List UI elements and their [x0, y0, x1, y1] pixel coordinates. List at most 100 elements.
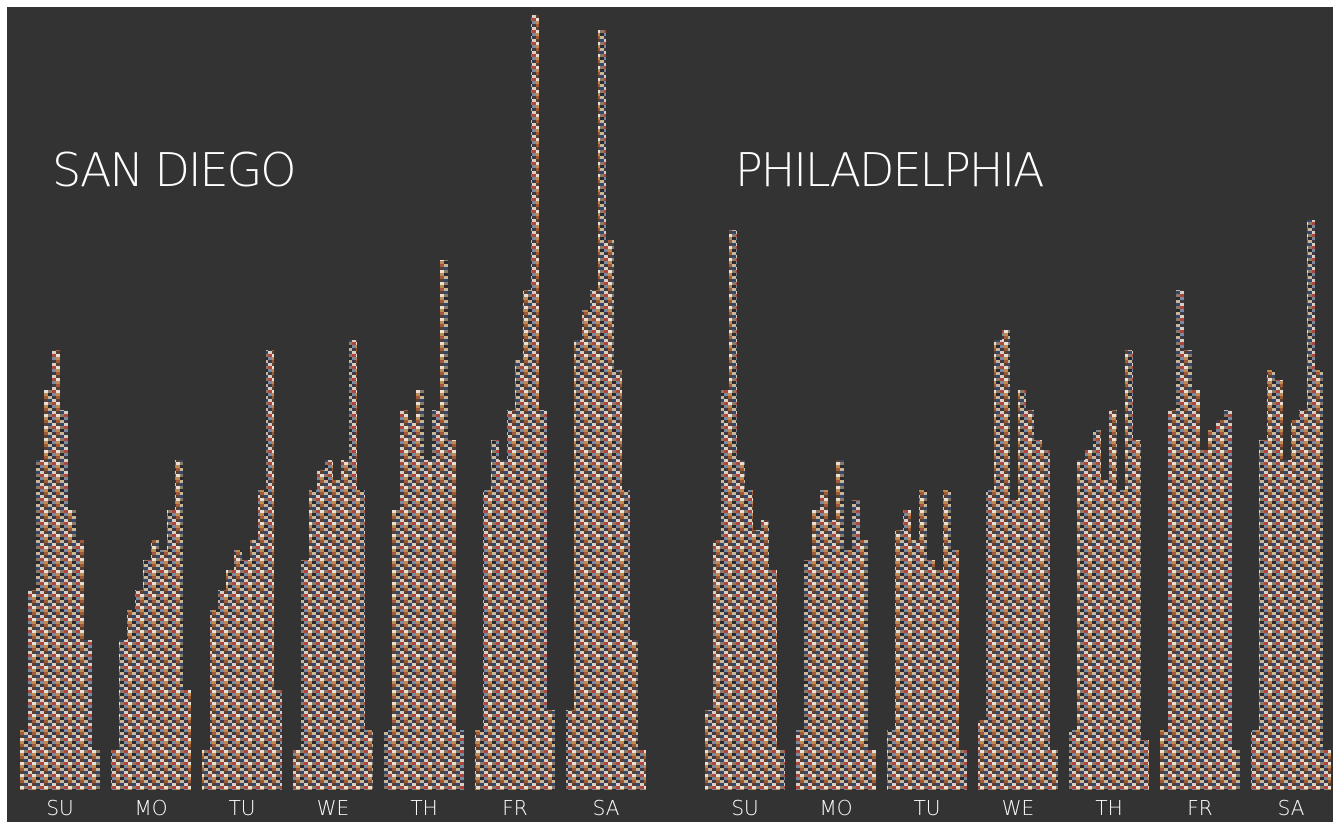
photo-stack: [392, 510, 400, 790]
photo-stack: [1141, 740, 1149, 790]
photo-stack: [210, 610, 218, 790]
photo-stack: [301, 560, 309, 790]
photo-stack: [1077, 460, 1085, 790]
photo-stack: [927, 560, 935, 790]
photo-stack: [606, 240, 614, 790]
photo-stack: [1093, 430, 1101, 790]
photo-stack: [1315, 370, 1323, 790]
day-label: WE: [1002, 796, 1034, 820]
photo-stack: [266, 350, 274, 790]
photo-stack: [729, 230, 737, 790]
photo-stack: [218, 590, 226, 790]
photo-stack: [986, 490, 994, 790]
photo-stack: [1117, 490, 1125, 790]
photo-stack: [1042, 450, 1050, 790]
photo-stack: [582, 310, 590, 790]
photo-stack: [507, 410, 515, 790]
photo-stack: [812, 510, 820, 790]
photo-stack: [183, 690, 191, 790]
photo-stack: [448, 440, 456, 790]
photo-stack: [959, 750, 967, 790]
photo-stack: [68, 510, 76, 790]
day-label: MO: [135, 796, 168, 820]
photo-stack: [539, 410, 547, 790]
photo-stack: [20, 730, 28, 790]
photo-stack: [630, 640, 638, 790]
photo-stack: [1176, 290, 1184, 790]
photo-stack: [357, 490, 365, 790]
photo-stack: [705, 710, 713, 790]
photo-stack: [242, 560, 250, 790]
photo-stack: [60, 410, 68, 790]
photo-stack: [852, 500, 860, 790]
photo-stack: [614, 370, 622, 790]
photo-stack: [1133, 440, 1141, 790]
photo-stack: [274, 690, 282, 790]
photo-stack: [440, 260, 448, 790]
photo-stack: [935, 570, 943, 790]
photo-stack: [491, 440, 499, 790]
photo-stack: [333, 480, 341, 790]
photo-stack: [1275, 380, 1283, 790]
photo-stack: [151, 540, 159, 790]
photo-stack: [1232, 750, 1240, 790]
day-label: FR: [502, 796, 527, 820]
photo-stack: [44, 390, 52, 790]
photo-stack: [844, 550, 852, 790]
photo-stack: [836, 460, 844, 790]
photo-stack: [943, 490, 951, 790]
photo-stack: [777, 750, 785, 790]
photo-stack: [860, 540, 868, 790]
photo-stack: [753, 530, 761, 790]
photo-stack: [408, 420, 416, 790]
photo-stack: [1085, 450, 1093, 790]
photo-stack: [919, 490, 927, 790]
photo-stack: [1299, 410, 1307, 790]
photo-stack: [175, 460, 183, 790]
photo-stack: [76, 540, 84, 790]
photo-stack: [994, 340, 1002, 790]
photo-stack: [424, 460, 432, 790]
photo-stack: [309, 490, 317, 790]
photo-stack: [978, 720, 986, 790]
photo-stack: [28, 590, 36, 790]
photo-stack: [1291, 420, 1299, 790]
day-label: MO: [820, 796, 853, 820]
photo-stack: [1026, 410, 1034, 790]
page: SAN DIEGOSUMOTUWETHFRSAPHILADELPHIASUMOT…: [0, 0, 1340, 829]
photo-stack: [159, 550, 167, 790]
day-label: TU: [229, 796, 256, 820]
photo-stack: [1050, 750, 1058, 790]
photo-stack: [1184, 350, 1192, 790]
photo-stack: [1251, 730, 1259, 790]
photo-stack: [1259, 440, 1267, 790]
photo-stack: [590, 290, 598, 790]
photo-stack: [1168, 410, 1176, 790]
photo-stack: [638, 750, 646, 790]
day-label: TH: [1095, 796, 1122, 820]
city-title: SAN DIEGO: [52, 143, 294, 197]
photo-stack: [1267, 370, 1275, 790]
day-label: SU: [46, 796, 73, 820]
photo-stack: [384, 730, 392, 790]
photo-stack: [475, 730, 483, 790]
photo-stack: [622, 490, 630, 790]
photo-stack: [911, 540, 919, 790]
photo-stack: [400, 410, 408, 790]
photo-stack: [796, 730, 804, 790]
photo-stack: [820, 490, 828, 790]
photo-stack: [761, 520, 769, 790]
day-label: TH: [410, 796, 437, 820]
photo-stack: [721, 390, 729, 790]
photo-stack: [1283, 460, 1291, 790]
photo-stack: [127, 610, 135, 790]
photo-stack: [1101, 480, 1109, 790]
photo-stack: [1125, 350, 1133, 790]
photo-stack: [36, 460, 44, 790]
day-label: SU: [731, 796, 758, 820]
city-title: PHILADELPHIA: [735, 143, 1043, 197]
photo-stack: [1002, 330, 1010, 790]
photo-stack: [365, 730, 373, 790]
photo-stack: [895, 530, 903, 790]
photo-stack: [416, 390, 424, 790]
